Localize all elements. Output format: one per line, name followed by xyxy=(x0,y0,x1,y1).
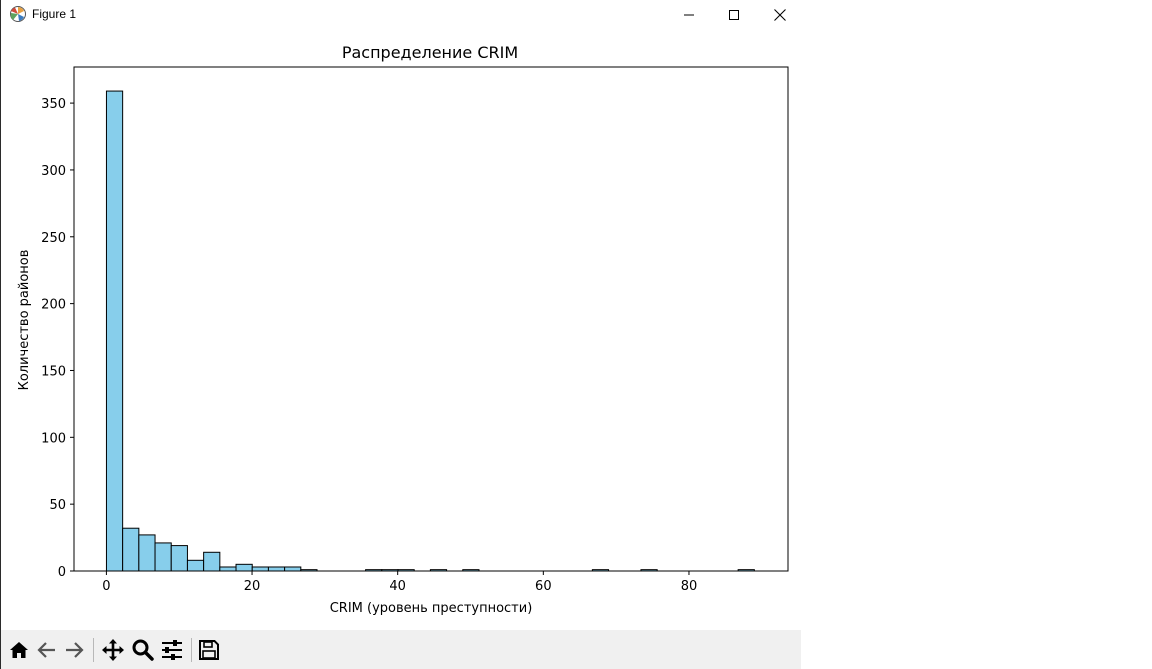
title-bar: Figure 1 xyxy=(1,0,801,30)
y-tick-label: 350 xyxy=(41,97,66,112)
matplotlib-app-icon xyxy=(9,5,27,23)
toolbar-separator xyxy=(93,638,94,662)
histogram-bar xyxy=(138,534,156,572)
pan-icon xyxy=(102,639,124,661)
axes-frame xyxy=(73,66,789,572)
zoom-button[interactable] xyxy=(130,637,156,663)
x-axis-label: CRIM (уровень преступности) xyxy=(330,601,533,616)
histogram-bar xyxy=(170,545,188,572)
back-button[interactable] xyxy=(34,637,60,663)
x-tick-label: 40 xyxy=(389,579,406,594)
histogram-chart: 0 20 40 60 80 0 50 100 150 200 250 300 350 Распреде… xyxy=(17,43,789,616)
x-tick-label: 80 xyxy=(681,579,698,594)
histogram-bar xyxy=(251,566,269,572)
save-button[interactable] xyxy=(196,637,222,663)
forward-button[interactable] xyxy=(61,637,87,663)
histogram-bar xyxy=(122,527,140,572)
histogram-bar xyxy=(267,566,286,572)
histogram-bar xyxy=(284,566,302,572)
y-tick-label: 200 xyxy=(41,298,66,313)
y-tick-label: 50 xyxy=(49,498,66,513)
navigation-toolbar xyxy=(1,630,801,669)
x-tick-label: 60 xyxy=(535,579,552,594)
histogram-bars xyxy=(105,90,755,572)
pan-button[interactable] xyxy=(100,637,126,663)
y-tick-label: 0 xyxy=(58,565,66,580)
close-icon xyxy=(774,9,786,21)
y-axis-label: Количество районов xyxy=(17,250,32,391)
x-tick-label: 0 xyxy=(102,579,110,594)
maximize-button[interactable] xyxy=(711,0,757,30)
configure-subplots-button[interactable] xyxy=(159,637,185,663)
y-tick-label: 300 xyxy=(41,164,66,179)
minimize-button[interactable] xyxy=(666,0,712,30)
histogram-bar xyxy=(203,551,221,572)
histogram-bar xyxy=(235,563,253,572)
histogram-bar xyxy=(219,566,237,572)
histogram-bar xyxy=(154,542,172,572)
y-tick-label: 150 xyxy=(41,364,66,379)
minimize-icon xyxy=(684,14,694,16)
maximize-icon xyxy=(729,10,739,20)
home-button[interactable] xyxy=(6,637,32,663)
close-button[interactable] xyxy=(757,0,803,30)
figure-canvas[interactable]: 0 20 40 60 80 0 50 100 150 200 250 300 350 Распреде… xyxy=(1,30,801,630)
y-axis-ticks: 0 50 100 150 200 250 300 350 xyxy=(41,97,74,580)
toolbar-separator xyxy=(191,638,192,662)
configure-subplots-icon xyxy=(162,640,182,660)
histogram-bar xyxy=(105,90,124,572)
save-icon xyxy=(199,640,219,660)
window-title: Figure 1 xyxy=(32,7,77,21)
x-tick-label: 20 xyxy=(244,579,261,594)
chart-title: Распределение CRIM xyxy=(342,43,518,62)
home-icon xyxy=(10,642,28,658)
histogram-bar xyxy=(186,559,205,572)
x-axis-ticks: 0 20 40 60 80 xyxy=(102,571,697,594)
figure-window: Figure 1 0 20 40 60 80 0 50 100 150 200 250 300 350… xyxy=(0,0,801,669)
forward-arrow-icon xyxy=(66,642,84,658)
zoom-icon xyxy=(132,639,154,661)
y-tick-label: 250 xyxy=(41,231,66,246)
back-arrow-icon xyxy=(37,642,55,658)
y-tick-label: 100 xyxy=(41,431,66,446)
